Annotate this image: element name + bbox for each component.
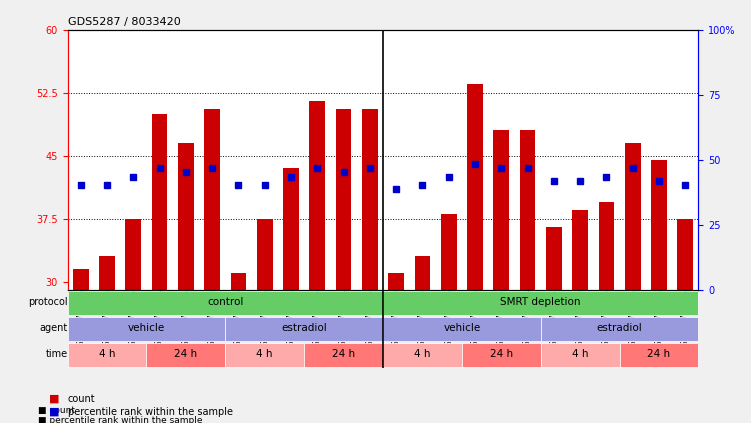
Bar <box>572 210 588 290</box>
Text: 24 h: 24 h <box>647 349 671 360</box>
FancyBboxPatch shape <box>68 317 225 341</box>
Bar <box>362 110 378 290</box>
Text: vehicle: vehicle <box>443 324 481 333</box>
Bar <box>99 256 115 290</box>
Text: estradiol: estradiol <box>597 324 642 333</box>
Bar <box>336 110 351 290</box>
Bar <box>231 273 246 290</box>
Bar <box>520 130 535 290</box>
Text: 4 h: 4 h <box>99 349 115 360</box>
Bar <box>204 110 220 290</box>
Text: vehicle: vehicle <box>128 324 165 333</box>
Bar <box>651 160 667 290</box>
Text: time: time <box>46 349 68 360</box>
Text: 24 h: 24 h <box>332 349 355 360</box>
Bar <box>625 143 641 290</box>
FancyBboxPatch shape <box>620 343 698 367</box>
FancyBboxPatch shape <box>383 317 541 341</box>
Text: protocol: protocol <box>28 297 68 308</box>
Text: 4 h: 4 h <box>257 349 273 360</box>
Bar <box>73 269 89 290</box>
FancyBboxPatch shape <box>541 343 620 367</box>
Bar <box>599 202 614 290</box>
Text: estradiol: estradiol <box>282 324 327 333</box>
Text: 4 h: 4 h <box>572 349 588 360</box>
Bar <box>467 84 483 290</box>
Bar <box>309 101 325 290</box>
Text: ■: ■ <box>49 407 59 417</box>
Text: ■ count
■ percentile rank within the sample: ■ count ■ percentile rank within the sam… <box>38 406 202 423</box>
Bar <box>546 227 562 290</box>
Text: GDS5287 / 8033420: GDS5287 / 8033420 <box>68 17 180 27</box>
Text: control: control <box>207 297 243 308</box>
Text: percentile rank within the sample: percentile rank within the sample <box>68 407 233 417</box>
Text: 4 h: 4 h <box>415 349 430 360</box>
Bar <box>125 219 141 290</box>
Bar <box>415 256 430 290</box>
Bar <box>152 114 167 290</box>
Bar <box>178 143 194 290</box>
Text: count: count <box>68 394 95 404</box>
FancyBboxPatch shape <box>225 343 304 367</box>
Text: 24 h: 24 h <box>174 349 198 360</box>
Text: agent: agent <box>39 324 68 333</box>
FancyBboxPatch shape <box>68 291 383 315</box>
Bar <box>677 219 693 290</box>
FancyBboxPatch shape <box>462 343 541 367</box>
FancyBboxPatch shape <box>304 343 383 367</box>
FancyBboxPatch shape <box>146 343 225 367</box>
FancyBboxPatch shape <box>383 343 462 367</box>
FancyBboxPatch shape <box>225 317 383 341</box>
Bar <box>283 168 299 290</box>
Bar <box>441 214 457 290</box>
Bar <box>493 130 509 290</box>
Bar <box>388 273 404 290</box>
Text: SMRT depletion: SMRT depletion <box>500 297 581 308</box>
Text: 24 h: 24 h <box>490 349 513 360</box>
Bar <box>257 219 273 290</box>
FancyBboxPatch shape <box>541 317 698 341</box>
FancyBboxPatch shape <box>68 343 146 367</box>
Text: ■: ■ <box>49 394 59 404</box>
FancyBboxPatch shape <box>383 291 698 315</box>
